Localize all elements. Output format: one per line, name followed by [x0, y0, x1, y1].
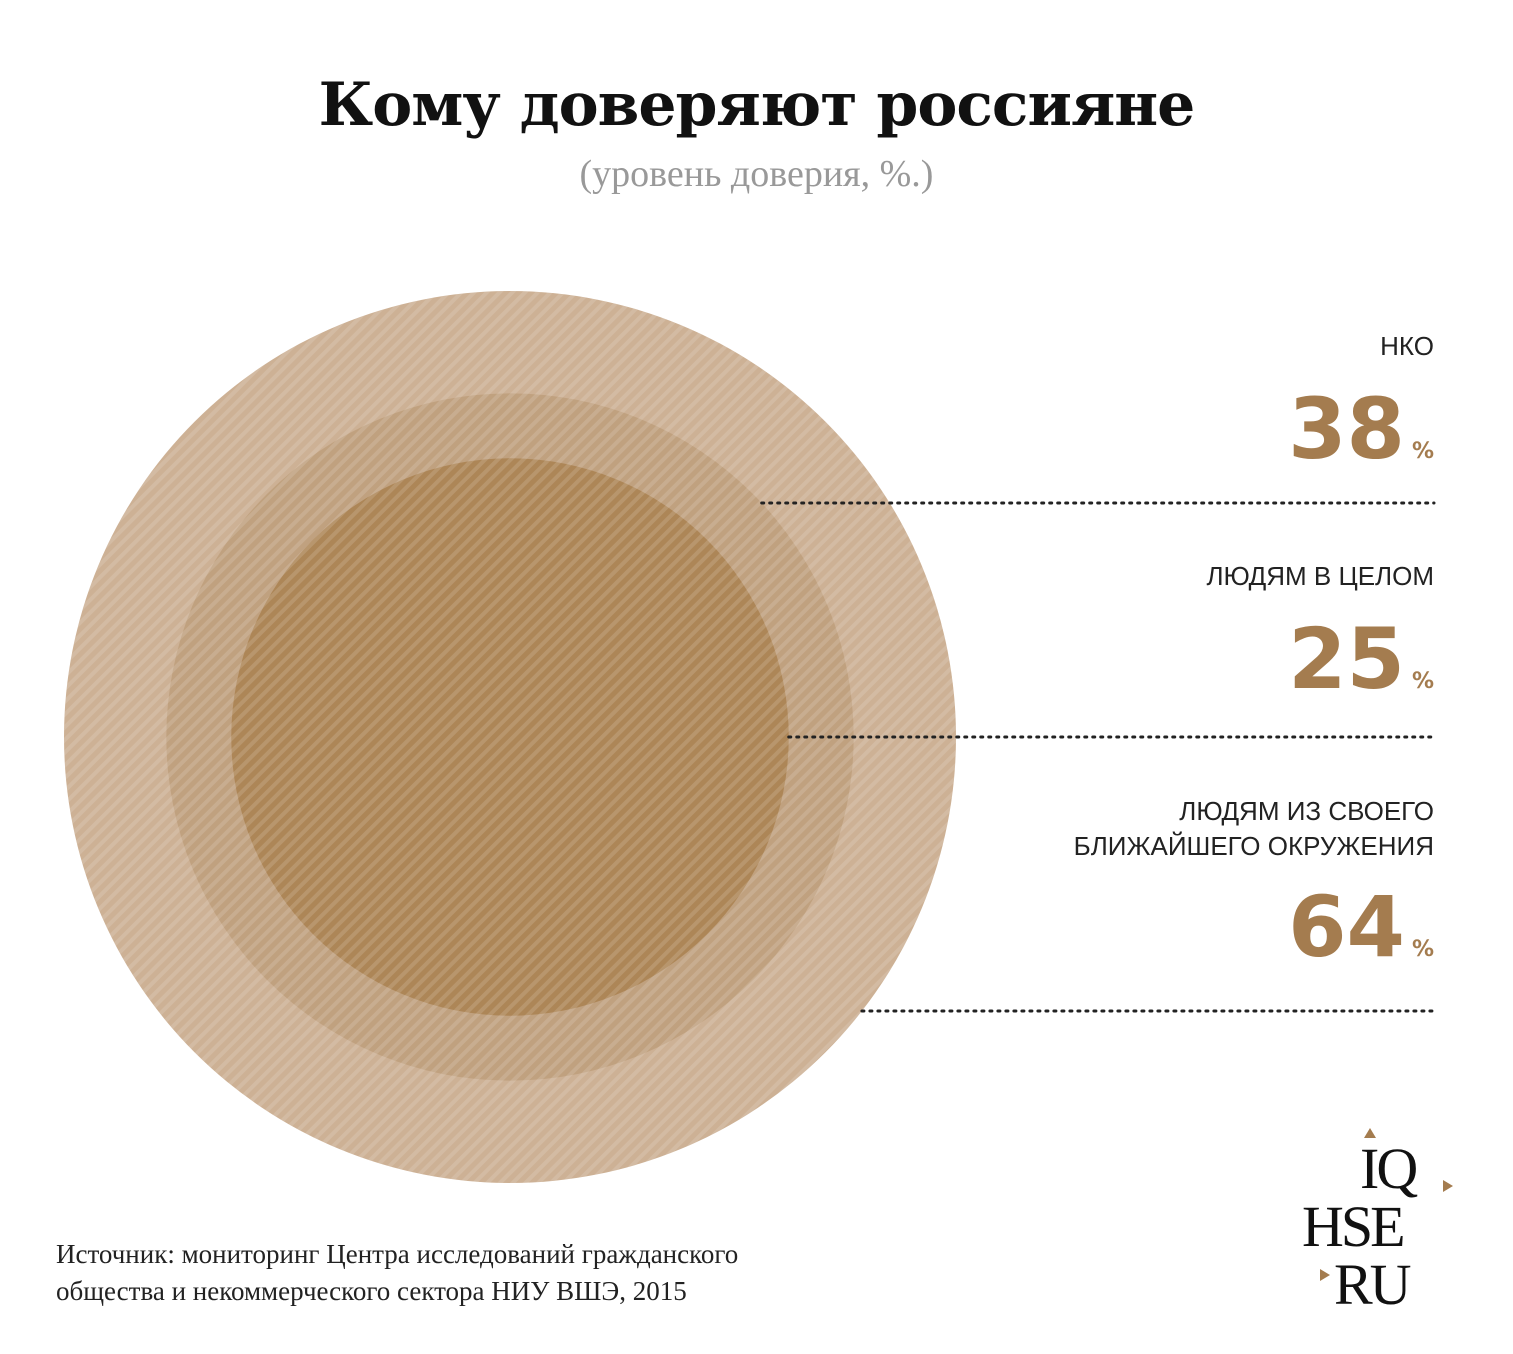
iq-hse-logo: IQ HSE RU — [1300, 1124, 1470, 1314]
chart-title: Кому доверяют россияне — [318, 70, 1196, 140]
value-people-general: 25 — [1288, 610, 1405, 708]
chart-subtitle: (уровень доверия, %.) — [579, 153, 934, 195]
pct-close-circle: % — [1412, 937, 1434, 962]
value-nko: 38 — [1288, 380, 1405, 478]
label-close-circle-line2: БЛИЖАЙШЕГО ОКРУЖЕНИЯ — [1074, 831, 1434, 861]
logo-line-3: RU — [1334, 1252, 1412, 1317]
value-close-circle: 64 — [1288, 878, 1405, 976]
pct-people-general: % — [1412, 669, 1434, 694]
logo-line-1: IQ — [1360, 1136, 1418, 1201]
source-line-1: Источник: мониторинг Центра исследований… — [56, 1239, 739, 1269]
label-people-general: ЛЮДЯМ В ЦЕЛОМ — [1206, 561, 1434, 591]
label-close-circle-line1: ЛЮДЯМ ИЗ СВОЕГО — [1179, 796, 1434, 826]
logo-triangles-icon — [1320, 1128, 1453, 1281]
label-nko: НКО — [1380, 331, 1434, 361]
source-note: Источник: мониторинг Центра исследований… — [56, 1236, 956, 1310]
logo-line-2: HSE — [1302, 1194, 1406, 1259]
circle-people-general-stripes — [231, 458, 789, 1016]
source-line-2: общества и некоммерческого сектора НИУ В… — [56, 1276, 687, 1306]
pct-nko: % — [1412, 439, 1434, 464]
